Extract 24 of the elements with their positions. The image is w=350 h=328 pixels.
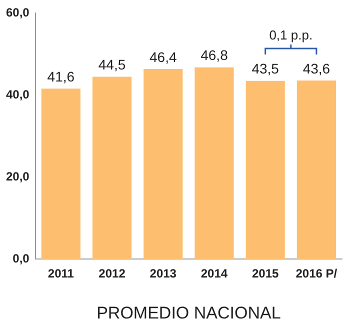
y-tick-label: 40,0 bbox=[6, 88, 30, 102]
x-tick-label: 2012 bbox=[98, 266, 126, 281]
x-tick-label: 2011 bbox=[48, 266, 74, 281]
x-tick-label: 2013 bbox=[150, 266, 177, 281]
y-tick-label: 0,0 bbox=[12, 252, 30, 266]
data-label: 41,6 bbox=[47, 68, 75, 84]
data-label: 44,5 bbox=[98, 56, 126, 73]
bar bbox=[296, 80, 336, 260]
data-label: 43,5 bbox=[252, 60, 280, 77]
bar bbox=[41, 88, 80, 260]
bar bbox=[144, 68, 183, 260]
annotation: 0,1 p.p. bbox=[269, 28, 313, 43]
y-tick-label: 60,0 bbox=[6, 6, 30, 20]
bar bbox=[194, 67, 234, 260]
data-label: 46,4 bbox=[150, 48, 177, 65]
x-axis-title: PROMEDIO NACIONAL bbox=[96, 303, 281, 322]
bar bbox=[92, 76, 132, 260]
x-tick-label: 2014 bbox=[200, 266, 228, 281]
data-label: 46,8 bbox=[200, 47, 228, 64]
x-tick-label: 2015 bbox=[252, 266, 280, 281]
data-label: 43,6 bbox=[302, 60, 330, 76]
y-tick-label: 20,0 bbox=[6, 170, 30, 184]
bar bbox=[246, 80, 285, 260]
x-tick-label: 2016 P/ bbox=[296, 266, 338, 281]
